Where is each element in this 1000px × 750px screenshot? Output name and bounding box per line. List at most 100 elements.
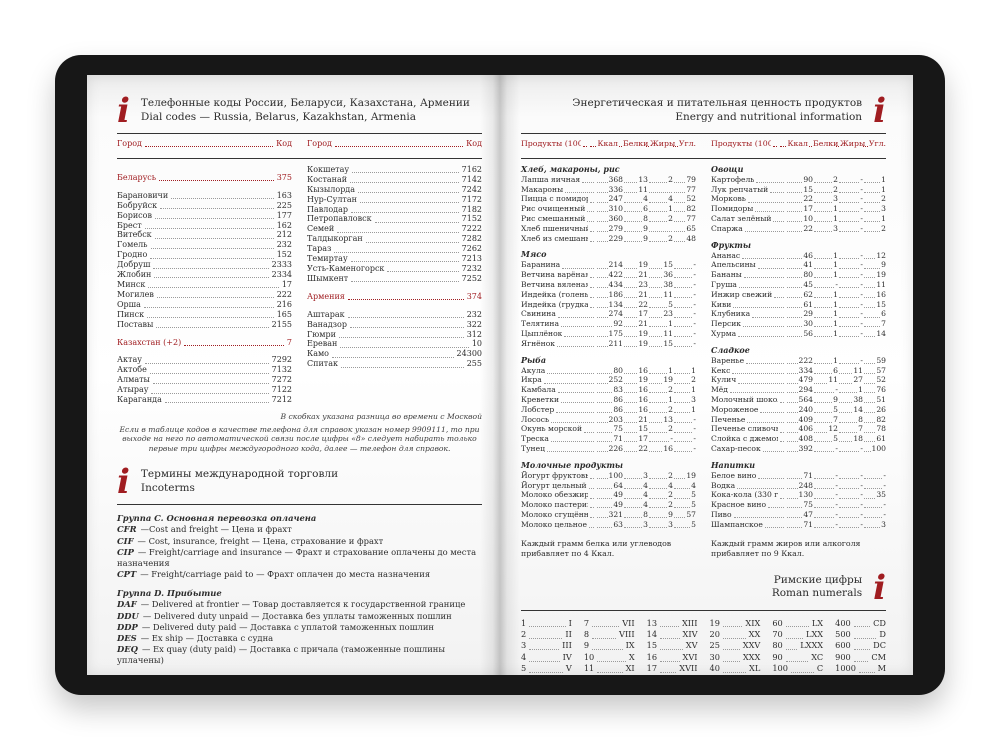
dot-leader [674,478,686,480]
dot-leader [587,221,594,223]
dial-code-value: 7132 [271,365,292,375]
fat-value: 27 [853,375,863,385]
dot-leader [624,336,638,338]
notebook-frame: i Телефонные коды России, Беларуси, Каза… [55,55,945,695]
dot-leader [147,317,274,319]
incoterm-code: CPT [117,569,137,580]
dial-code-value: 2155 [271,319,292,329]
food-row: Кока-кола (330 г.) 130 - - 35 [711,490,886,500]
kcal-value: 29 [803,309,813,319]
dot-leader [597,660,626,662]
dial-code-row: Актобе 7132 [117,365,292,375]
dot-leader [839,336,860,338]
carbs-value: 19 [686,470,696,480]
fat-value: - [860,289,863,299]
food-row: Лапша яичная 368 13 2 79 [521,175,696,185]
city-name: Талдыкорган [307,234,363,244]
dot-leader [649,326,668,328]
food-row: Картофель 90 2 - 1 [711,175,886,185]
dot-leader [649,392,668,394]
dot-leader [864,231,881,233]
protein-value: 8 [643,213,648,223]
food-row: Йогурт фруктовый 100 3 2 19 [521,471,696,481]
fat-value: 15 [663,260,673,270]
food-row: Печенье сливочное 406 12 7 78 [711,424,886,434]
food-name: Варенье [711,355,745,365]
fat-alcohol-note: Каждый грамм жиров или алкоголя прибавля… [711,538,861,558]
roman-column-rows: 7 VII 8 VIII [584,618,635,676]
kcal-value: 92 [613,319,623,329]
carbs-value: 5 [691,519,696,529]
protein-value: 1 [833,289,838,299]
dot-leader [148,287,279,289]
fat-value: 2 [668,385,673,395]
dot-leader [814,392,835,394]
dot-leader [814,231,833,233]
arabic-number: 600 [835,640,851,651]
dot-leader [624,287,638,289]
protein-value: - [835,500,838,510]
city-name: Пинск [117,309,145,319]
dot-leader [624,517,643,519]
food-row: Окунь морской 75 15 2 - [521,424,696,434]
dot-leader [747,421,784,423]
dot-leader [674,507,691,509]
food-row: Йогурт цельный 64 4 4 4 [521,481,696,491]
incoterms-list: Группа C. Основная перевозка оплачена CF… [117,513,482,675]
protein-value: 21 [638,414,648,424]
dot-leader [785,626,809,628]
dot-leader [154,277,269,279]
food-name: Сахар-песок [711,443,761,453]
dot-leader [674,326,693,328]
dial-code-value: 162 [276,220,292,230]
dot-leader [624,392,638,394]
dot-leader [780,441,784,443]
food-name: Телятина [521,319,560,329]
dot-leader [674,451,693,453]
food-name: Груша [711,279,737,289]
protein-label: Белки [623,139,649,148]
food-row: Красное вино 75 - - - [711,500,886,510]
dial-code-value: 232 [466,309,482,319]
dot-leader [660,626,679,628]
kcal-value: 279 [608,223,624,233]
dot-leader [340,366,464,368]
dial-code-row: Пинск 165 [117,310,292,320]
dot-leader [332,356,454,358]
roman-numeral: XV [685,640,698,651]
dot-leader [365,241,459,243]
carbs-value: 79 [686,174,696,184]
dot-leader [814,306,833,308]
carbs-value: 82 [686,204,696,214]
dot-leader [624,346,638,348]
fat-value: 38 [663,279,673,289]
roman-column: 7 VII 8 VIII [584,618,635,676]
dot-leader [597,326,613,328]
dot-leader [674,221,686,223]
dot-leader [592,626,620,628]
dot-leader [624,231,643,233]
dot-leader [156,297,274,299]
dot-leader [624,267,638,269]
fat-value: 16 [663,443,673,453]
dot-leader [744,231,784,233]
fat-value: - [670,434,673,444]
dot-leader [649,231,672,233]
carbs-value: 57 [876,365,886,375]
roman-row: 1000 M [835,663,886,674]
protein-value: 4 [643,480,648,490]
dot-leader [674,346,693,348]
fat-value: - [860,470,863,480]
food-name: Печенье [711,414,746,424]
food-row: Индейка (голень) 186 21 11 - [521,290,696,300]
dot-leader [592,637,617,639]
food-name: Шампанское [711,519,763,529]
roman-row: 15 XV [647,640,698,651]
dial-code-row: Кызылорда 7242 [307,185,482,195]
fat-value: - [860,184,863,194]
dial-code-row: Поставы 2155 [117,320,292,330]
dot-leader [814,267,833,269]
food-row: Хлеб из смешанной муки 229 9 2 48 [521,234,696,244]
arabic-number: 100 [772,663,788,674]
dot-leader [814,487,835,489]
